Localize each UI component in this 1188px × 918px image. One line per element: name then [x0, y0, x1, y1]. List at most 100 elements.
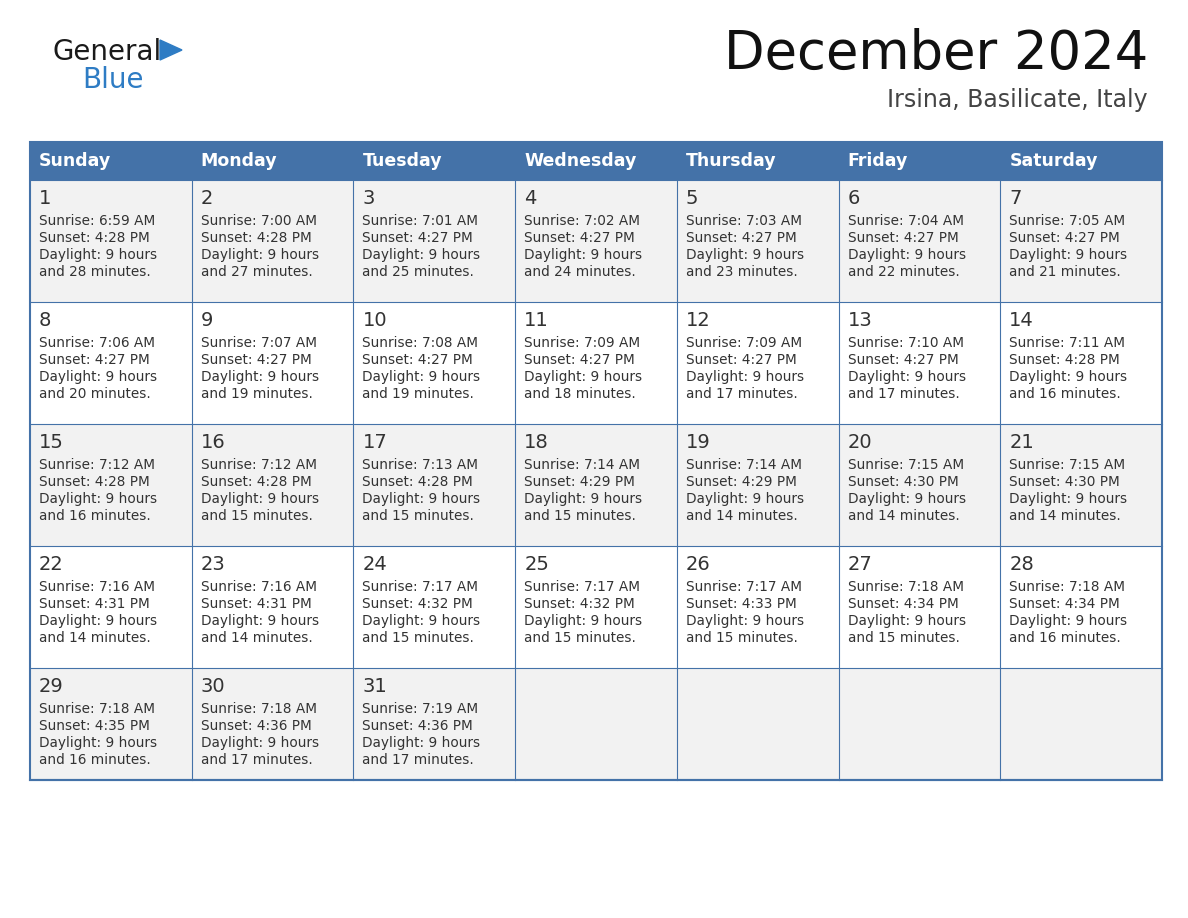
Text: Daylight: 9 hours: Daylight: 9 hours [201, 614, 318, 628]
Bar [353, 424, 516, 546]
Text: and 14 minutes.: and 14 minutes. [685, 509, 797, 523]
Text: Sunrise: 7:00 AM: Sunrise: 7:00 AM [201, 214, 317, 228]
Text: and 16 minutes.: and 16 minutes. [39, 509, 151, 523]
Text: and 20 minutes.: and 20 minutes. [39, 387, 151, 401]
Text: and 17 minutes.: and 17 minutes. [362, 753, 474, 767]
Text: and 16 minutes.: and 16 minutes. [39, 753, 151, 767]
Text: and 19 minutes.: and 19 minutes. [201, 387, 312, 401]
Text: Sunset: 4:27 PM: Sunset: 4:27 PM [685, 231, 797, 245]
Text: Sunrise: 6:59 AM: Sunrise: 6:59 AM [39, 214, 156, 228]
Text: 1: 1 [39, 189, 51, 208]
Text: Daylight: 9 hours: Daylight: 9 hours [362, 370, 481, 384]
Text: 30: 30 [201, 677, 226, 696]
Bar [839, 668, 1000, 780]
Bar [191, 302, 353, 424]
Text: Daylight: 9 hours: Daylight: 9 hours [847, 614, 966, 628]
Bar [30, 302, 191, 424]
Text: Daylight: 9 hours: Daylight: 9 hours [685, 492, 804, 506]
Bar [1000, 302, 1162, 424]
Bar [516, 180, 677, 302]
Text: Friday: Friday [847, 152, 908, 170]
Text: Sunrise: 7:14 AM: Sunrise: 7:14 AM [685, 458, 802, 472]
Bar [353, 668, 516, 780]
Text: 12: 12 [685, 311, 710, 330]
Bar [516, 546, 677, 668]
Text: Sunrise: 7:18 AM: Sunrise: 7:18 AM [39, 702, 154, 716]
Text: 17: 17 [362, 433, 387, 452]
Text: Sunset: 4:27 PM: Sunset: 4:27 PM [201, 353, 311, 367]
Text: and 15 minutes.: and 15 minutes. [685, 631, 797, 645]
Text: and 25 minutes.: and 25 minutes. [362, 265, 474, 279]
Text: 5: 5 [685, 189, 699, 208]
Text: and 14 minutes.: and 14 minutes. [847, 509, 960, 523]
Text: and 27 minutes.: and 27 minutes. [201, 265, 312, 279]
Text: 26: 26 [685, 555, 710, 574]
Text: 15: 15 [39, 433, 64, 452]
Bar [839, 180, 1000, 302]
Text: 27: 27 [847, 555, 872, 574]
Bar [677, 302, 839, 424]
Text: Sunrise: 7:13 AM: Sunrise: 7:13 AM [362, 458, 479, 472]
Text: Daylight: 9 hours: Daylight: 9 hours [201, 248, 318, 262]
Text: 24: 24 [362, 555, 387, 574]
Text: Sunrise: 7:07 AM: Sunrise: 7:07 AM [201, 336, 317, 350]
Text: Sunrise: 7:17 AM: Sunrise: 7:17 AM [362, 580, 479, 594]
Bar [191, 546, 353, 668]
Text: Sunset: 4:32 PM: Sunset: 4:32 PM [524, 597, 634, 611]
Text: Thursday: Thursday [685, 152, 777, 170]
Bar [1000, 180, 1162, 302]
Text: and 24 minutes.: and 24 minutes. [524, 265, 636, 279]
Text: Daylight: 9 hours: Daylight: 9 hours [362, 736, 481, 750]
Text: and 22 minutes.: and 22 minutes. [847, 265, 960, 279]
Text: Daylight: 9 hours: Daylight: 9 hours [685, 614, 804, 628]
Text: Saturday: Saturday [1010, 152, 1098, 170]
Text: 9: 9 [201, 311, 213, 330]
Text: Daylight: 9 hours: Daylight: 9 hours [39, 492, 157, 506]
Text: Sunrise: 7:09 AM: Sunrise: 7:09 AM [524, 336, 640, 350]
Text: Sunrise: 7:18 AM: Sunrise: 7:18 AM [1010, 580, 1125, 594]
Text: Sunday: Sunday [39, 152, 112, 170]
Text: Daylight: 9 hours: Daylight: 9 hours [524, 370, 643, 384]
Text: Sunset: 4:33 PM: Sunset: 4:33 PM [685, 597, 797, 611]
Text: and 15 minutes.: and 15 minutes. [524, 509, 636, 523]
Bar [30, 142, 1162, 180]
Text: 7: 7 [1010, 189, 1022, 208]
Text: Sunset: 4:27 PM: Sunset: 4:27 PM [1010, 231, 1120, 245]
Text: Sunrise: 7:18 AM: Sunrise: 7:18 AM [847, 580, 963, 594]
Text: Sunset: 4:30 PM: Sunset: 4:30 PM [847, 475, 959, 489]
Bar [839, 424, 1000, 546]
Text: and 15 minutes.: and 15 minutes. [524, 631, 636, 645]
Polygon shape [160, 40, 182, 60]
Text: Sunrise: 7:08 AM: Sunrise: 7:08 AM [362, 336, 479, 350]
Bar [516, 424, 677, 546]
Text: Daylight: 9 hours: Daylight: 9 hours [1010, 370, 1127, 384]
Text: Sunrise: 7:02 AM: Sunrise: 7:02 AM [524, 214, 640, 228]
Text: Daylight: 9 hours: Daylight: 9 hours [524, 492, 643, 506]
Text: Sunrise: 7:14 AM: Sunrise: 7:14 AM [524, 458, 640, 472]
Text: Sunrise: 7:01 AM: Sunrise: 7:01 AM [362, 214, 479, 228]
Text: Daylight: 9 hours: Daylight: 9 hours [39, 248, 157, 262]
Text: Sunset: 4:27 PM: Sunset: 4:27 PM [362, 353, 473, 367]
Text: Tuesday: Tuesday [362, 152, 442, 170]
Text: and 15 minutes.: and 15 minutes. [201, 509, 312, 523]
Text: Sunrise: 7:11 AM: Sunrise: 7:11 AM [1010, 336, 1125, 350]
Text: Monday: Monday [201, 152, 277, 170]
Text: 8: 8 [39, 311, 51, 330]
Text: and 17 minutes.: and 17 minutes. [847, 387, 960, 401]
Text: and 16 minutes.: and 16 minutes. [1010, 387, 1121, 401]
Text: Daylight: 9 hours: Daylight: 9 hours [39, 370, 157, 384]
Text: and 17 minutes.: and 17 minutes. [685, 387, 797, 401]
Text: Sunset: 4:28 PM: Sunset: 4:28 PM [39, 475, 150, 489]
Text: Daylight: 9 hours: Daylight: 9 hours [201, 492, 318, 506]
Text: Sunset: 4:30 PM: Sunset: 4:30 PM [1010, 475, 1120, 489]
Text: 20: 20 [847, 433, 872, 452]
Text: and 15 minutes.: and 15 minutes. [362, 509, 474, 523]
Text: Irsina, Basilicate, Italy: Irsina, Basilicate, Italy [887, 88, 1148, 112]
Text: Sunrise: 7:19 AM: Sunrise: 7:19 AM [362, 702, 479, 716]
Text: Sunset: 4:27 PM: Sunset: 4:27 PM [524, 353, 634, 367]
Text: and 18 minutes.: and 18 minutes. [524, 387, 636, 401]
Text: 22: 22 [39, 555, 64, 574]
Text: Sunrise: 7:12 AM: Sunrise: 7:12 AM [201, 458, 317, 472]
Text: Sunset: 4:28 PM: Sunset: 4:28 PM [362, 475, 473, 489]
Bar [839, 546, 1000, 668]
